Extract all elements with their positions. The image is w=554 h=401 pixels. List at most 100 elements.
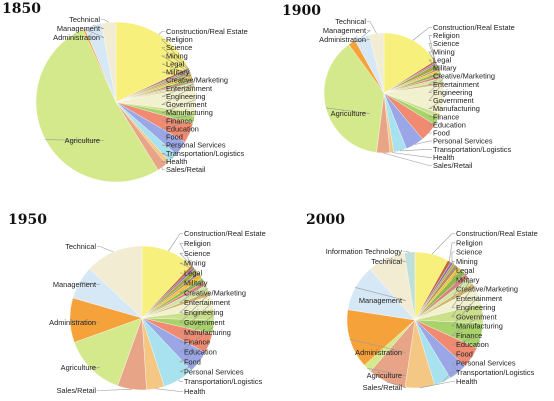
slice-label-entertainment: Entertainment bbox=[433, 80, 479, 89]
slice-label-agriculture: Agriculture bbox=[331, 109, 366, 118]
leader-line bbox=[160, 85, 195, 105]
leader-line bbox=[428, 59, 440, 70]
pie-chart-1900: 1900 Construction/Real EstateReligionScie… bbox=[282, 3, 515, 170]
slice-label-mining: Mining bbox=[184, 259, 206, 268]
slice-label-construction-real-estate: Construction/Real Estate bbox=[184, 229, 266, 238]
leader-line bbox=[451, 260, 455, 265]
slice-label-education: Education bbox=[456, 340, 489, 349]
slice-label-personal-services: Personal Services bbox=[456, 359, 516, 368]
slice-label-religion: Religion bbox=[184, 239, 211, 248]
leader-line bbox=[451, 251, 455, 263]
leader-line bbox=[161, 167, 165, 170]
leader-line bbox=[101, 19, 109, 23]
leader-line bbox=[427, 99, 444, 109]
slice-label-transportation-logistics: Transportation/Logistics bbox=[456, 368, 534, 377]
pie-slice-technical bbox=[101, 21, 117, 103]
slice-label-government: Government bbox=[433, 96, 474, 105]
leader-line bbox=[391, 152, 432, 158]
slice-label-information-technology: Information Technology bbox=[326, 247, 403, 256]
leader-line bbox=[97, 246, 114, 253]
slice-label-creative-marketing: Creative/Marketing bbox=[184, 288, 246, 297]
leader-line bbox=[428, 115, 440, 118]
leader-line bbox=[442, 371, 455, 383]
leader-line bbox=[179, 293, 210, 323]
slice-label-technical: Technical bbox=[65, 242, 96, 251]
leader-line bbox=[351, 39, 371, 43]
leader-line bbox=[451, 353, 472, 358]
slice-label-mining: Mining bbox=[456, 257, 478, 266]
leader-line bbox=[161, 153, 174, 159]
slice-label-management: Management bbox=[323, 26, 366, 35]
slice-label-health: Health bbox=[166, 157, 187, 166]
slice-label-food: Food bbox=[456, 349, 473, 358]
slice-label-personal-services: Personal Services bbox=[433, 137, 493, 146]
slice-label-military: Military bbox=[433, 64, 457, 73]
chart-title: 1950 bbox=[8, 212, 47, 228]
slice-label-education: Education bbox=[184, 348, 217, 357]
slice-label-transportation-logistics: Transportation/Logistics bbox=[166, 149, 244, 158]
leader-line bbox=[428, 79, 443, 93]
pie-chart-1950: 1950 Construction/Real EstateReligionScie… bbox=[8, 212, 266, 396]
leader-line bbox=[385, 258, 407, 262]
slice-label-management: Management bbox=[53, 280, 96, 289]
leader-line bbox=[428, 35, 436, 62]
slice-label-engineering: Engineering bbox=[456, 303, 495, 312]
leader-line bbox=[155, 388, 183, 392]
slice-label-food: Food bbox=[433, 129, 450, 138]
slice-label-agriculture: Agriculture bbox=[65, 136, 100, 145]
chart-title: 1900 bbox=[282, 3, 321, 19]
leader-line bbox=[451, 362, 459, 373]
slice-label-sales-retail: Sales/Retail bbox=[57, 386, 97, 395]
leader-line bbox=[161, 119, 194, 130]
slice-label-religion: Religion bbox=[166, 35, 193, 44]
slice-label-manufacturing: Manufacturing bbox=[433, 104, 480, 113]
slice-label-creative-marketing: Creative/Marketing bbox=[166, 76, 228, 85]
slice-label-entertainment: Entertainment bbox=[184, 298, 230, 307]
leader-line bbox=[97, 389, 132, 391]
slice-label-legal: Legal bbox=[166, 59, 184, 68]
pie-chart-1850: 1850 Construction/Real EstateReligionScie… bbox=[2, 1, 248, 183]
leader-line bbox=[161, 161, 168, 164]
slice-label-management: Management bbox=[57, 24, 100, 33]
leader-line bbox=[179, 279, 204, 294]
leader-line bbox=[451, 313, 483, 336]
chart-title: 1850 bbox=[2, 1, 41, 17]
slice-label-engineering: Engineering bbox=[433, 88, 472, 97]
slice-label-administration: Administration bbox=[319, 35, 366, 44]
leader-line bbox=[178, 379, 183, 382]
pie-slice-technical bbox=[89, 245, 143, 319]
leader-line bbox=[179, 272, 199, 274]
leader-line bbox=[428, 67, 440, 72]
leader-line bbox=[79, 282, 101, 285]
slice-label-engineering: Engineering bbox=[166, 92, 205, 101]
slice-label-science: Science bbox=[184, 249, 210, 258]
leader-line bbox=[325, 107, 371, 114]
slice-label-technical: Technical bbox=[335, 17, 366, 26]
leader-line bbox=[161, 47, 190, 72]
leader-line bbox=[179, 302, 213, 333]
slice-label-creative-marketing: Creative/Marketing bbox=[433, 72, 495, 81]
leader-line bbox=[160, 55, 191, 74]
leader-line bbox=[179, 262, 197, 271]
slice-label-science: Science bbox=[166, 43, 192, 52]
slice-label-mining: Mining bbox=[166, 51, 188, 60]
slice-label-health: Health bbox=[433, 153, 454, 162]
slice-label-personal-services: Personal Services bbox=[184, 367, 244, 376]
leader-line bbox=[449, 242, 455, 262]
slice-label-manufacturing: Manufacturing bbox=[184, 328, 231, 337]
leader-line bbox=[403, 251, 410, 253]
slice-label-food: Food bbox=[166, 133, 183, 142]
slice-label-military: Military bbox=[184, 278, 208, 287]
leader-line bbox=[179, 276, 201, 284]
leader-line bbox=[158, 31, 165, 35]
slice-label-agriculture: Agriculture bbox=[367, 371, 402, 380]
slice-label-construction-real-estate: Construction/Real Estate bbox=[456, 229, 538, 238]
slice-label-management: Management bbox=[359, 296, 402, 305]
pie-slice-information-technology bbox=[404, 251, 416, 321]
leader-line bbox=[428, 43, 437, 64]
leader-line bbox=[161, 39, 190, 70]
leader-line bbox=[428, 121, 437, 126]
slice-label-education: Education bbox=[433, 120, 466, 129]
leader-line bbox=[179, 326, 214, 353]
leader-line bbox=[161, 99, 197, 113]
